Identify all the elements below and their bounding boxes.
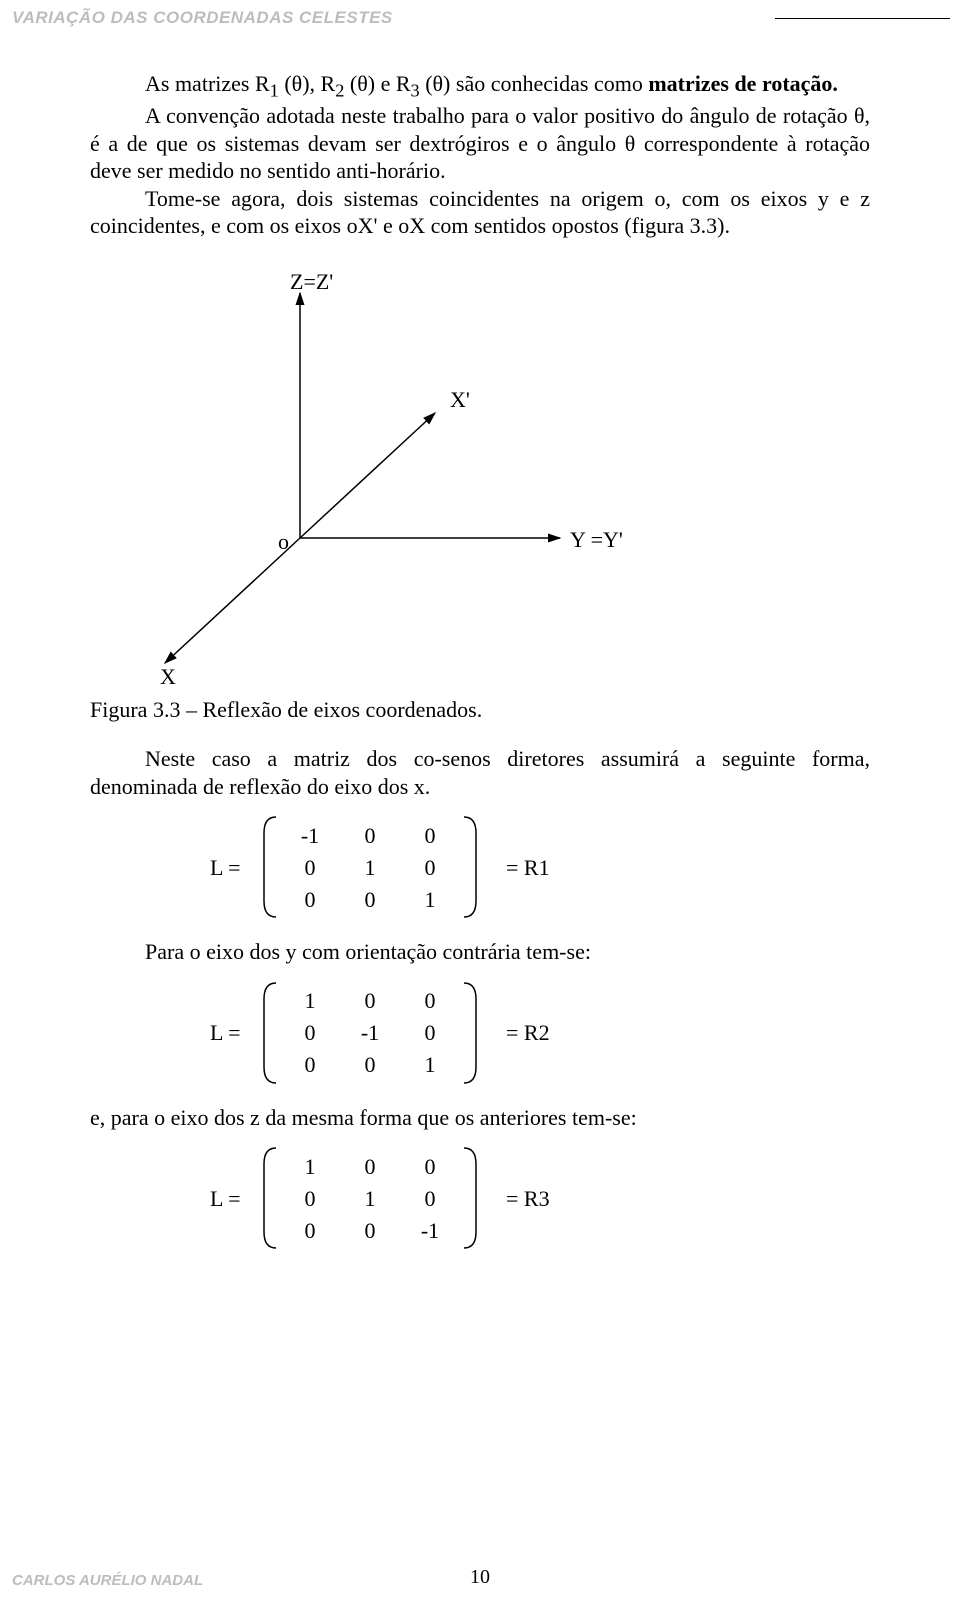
page-content: As matrizes R1 (θ), R2 (θ) e R3 (θ) são … xyxy=(90,70,870,1253)
bracket-right-icon xyxy=(460,1146,480,1250)
bracket-left-icon xyxy=(260,981,280,1085)
paragraph-1: As matrizes R1 (θ), R2 (θ) e R3 (θ) são … xyxy=(90,70,870,102)
cell: 0 xyxy=(280,1185,340,1213)
label-x: X xyxy=(160,663,176,691)
label-xprime: X' xyxy=(450,386,470,414)
cell: 0 xyxy=(400,822,460,850)
paragraph-2: A convenção adotada neste trabalho para … xyxy=(90,102,870,185)
cell: 0 xyxy=(340,987,400,1015)
matrix-cells: 1 0 0 0 -1 0 0 0 1 xyxy=(280,985,460,1081)
page-header: VARIAÇÃO DAS COORDENADAS CELESTES xyxy=(12,8,393,28)
matrix-lhs: L = xyxy=(210,1185,260,1213)
bracket-right-icon xyxy=(460,981,480,1085)
bracket-left-icon xyxy=(260,1146,280,1250)
cell: -1 xyxy=(340,1019,400,1047)
cell: 0 xyxy=(340,822,400,850)
subscript: 3 xyxy=(411,80,420,100)
cell: -1 xyxy=(280,822,340,850)
page-number: 10 xyxy=(470,1566,490,1589)
paragraph-6: e, para o eixo dos z da mesma forma que … xyxy=(90,1104,870,1132)
subscript: 1 xyxy=(270,80,279,100)
axes-diagram xyxy=(130,268,650,688)
text: (θ) são conhecidas como xyxy=(420,71,649,96)
cell: 0 xyxy=(280,1051,340,1079)
cell: 1 xyxy=(340,1185,400,1213)
cell: 0 xyxy=(340,1051,400,1079)
cell: 0 xyxy=(340,1217,400,1245)
cell: 0 xyxy=(400,854,460,882)
matrix-1: L = -1 0 0 0 1 0 0 0 1 = R1 xyxy=(210,812,870,922)
label-y: Y =Y' xyxy=(570,526,623,554)
matrix-2: L = 1 0 0 0 -1 0 0 0 1 = R2 xyxy=(210,978,870,1088)
header-rule xyxy=(775,18,950,19)
cell: 0 xyxy=(280,1217,340,1245)
bracket-left-icon xyxy=(260,815,280,919)
cell: 0 xyxy=(400,1019,460,1047)
matrix-3: L = 1 0 0 0 1 0 0 0 -1 = R3 xyxy=(210,1143,870,1253)
cell: 1 xyxy=(280,1153,340,1181)
paragraph-5: Para o eixo dos y com orientação contrár… xyxy=(90,938,870,966)
figure-caption: Figura 3.3 – Reflexão de eixos coordenad… xyxy=(90,696,870,724)
matrix-rhs: = R2 xyxy=(506,1019,550,1047)
text: (θ) e R xyxy=(344,71,410,96)
matrix-lhs: L = xyxy=(210,854,260,882)
cell: 0 xyxy=(280,854,340,882)
matrix-cells: -1 0 0 0 1 0 0 0 1 xyxy=(280,819,460,915)
cell: 0 xyxy=(340,886,400,914)
matrix-cells: 1 0 0 0 1 0 0 0 -1 xyxy=(280,1150,460,1246)
paragraph-3: Tome-se agora, dois sistemas coincidente… xyxy=(90,185,870,240)
cell: 1 xyxy=(340,854,400,882)
subscript: 2 xyxy=(335,80,344,100)
paragraph-4: Neste caso a matriz dos co-senos diretor… xyxy=(90,745,870,800)
page-footer-author: CARLOS AURÉLIO NADAL xyxy=(12,1572,203,1589)
cell: 1 xyxy=(400,1051,460,1079)
cell: 0 xyxy=(340,1153,400,1181)
matrix-rhs: = R1 xyxy=(506,854,550,882)
matrix-lhs: L = xyxy=(210,1019,260,1047)
bracket-right-icon xyxy=(460,815,480,919)
cell: 0 xyxy=(280,886,340,914)
cell: -1 xyxy=(400,1217,460,1245)
cell: 0 xyxy=(400,987,460,1015)
matrix-rhs: = R3 xyxy=(506,1185,550,1213)
cell: 0 xyxy=(280,1019,340,1047)
label-z: Z=Z' xyxy=(290,268,333,296)
cell: 0 xyxy=(400,1185,460,1213)
cell: 1 xyxy=(400,886,460,914)
text: (θ), R xyxy=(279,71,335,96)
cell: 1 xyxy=(280,987,340,1015)
label-o: o xyxy=(278,528,289,556)
cell: 0 xyxy=(400,1153,460,1181)
figure-3-3: Z=Z' X' o Y =Y' X xyxy=(90,268,870,688)
text: As matrizes R xyxy=(145,71,270,96)
bold-text: matrizes de rotação. xyxy=(648,71,838,96)
